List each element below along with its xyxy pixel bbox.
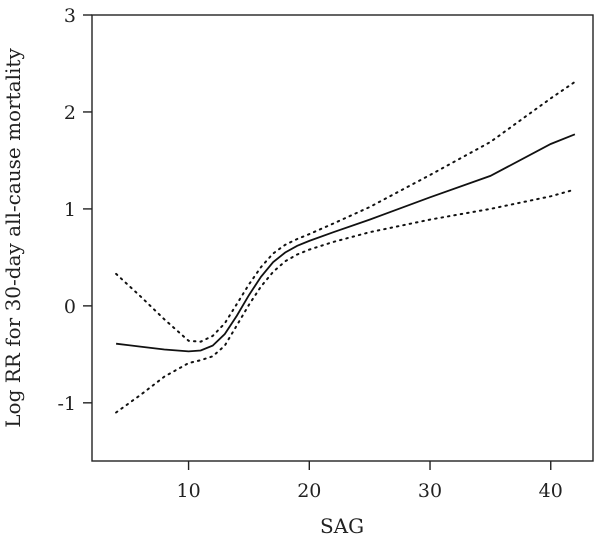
y-axis-title: Log RR for 30-day all-cause mortality — [1, 48, 25, 428]
x-tick-label: 20 — [297, 480, 321, 502]
series-layer — [115, 80, 576, 414]
x-tick-label: 30 — [418, 480, 442, 502]
upper-ci-line — [115, 80, 576, 343]
y-tick-label: 1 — [64, 199, 76, 221]
lower-ci-line — [115, 188, 576, 414]
y-axis: -1 0 1 2 3 — [57, 5, 92, 415]
x-axis-title: SAG — [320, 514, 364, 538]
x-tick-label: 40 — [539, 480, 563, 502]
y-tick-label: 2 — [64, 102, 76, 124]
y-tick-label: -1 — [57, 393, 76, 415]
x-axis: 10 20 30 40 — [176, 461, 563, 502]
y-tick-label: 0 — [64, 296, 76, 318]
estimate-line — [115, 133, 576, 353]
x-tick-label: 10 — [176, 480, 200, 502]
y-tick-label: 3 — [64, 5, 76, 27]
plot-frame — [91, 14, 594, 462]
